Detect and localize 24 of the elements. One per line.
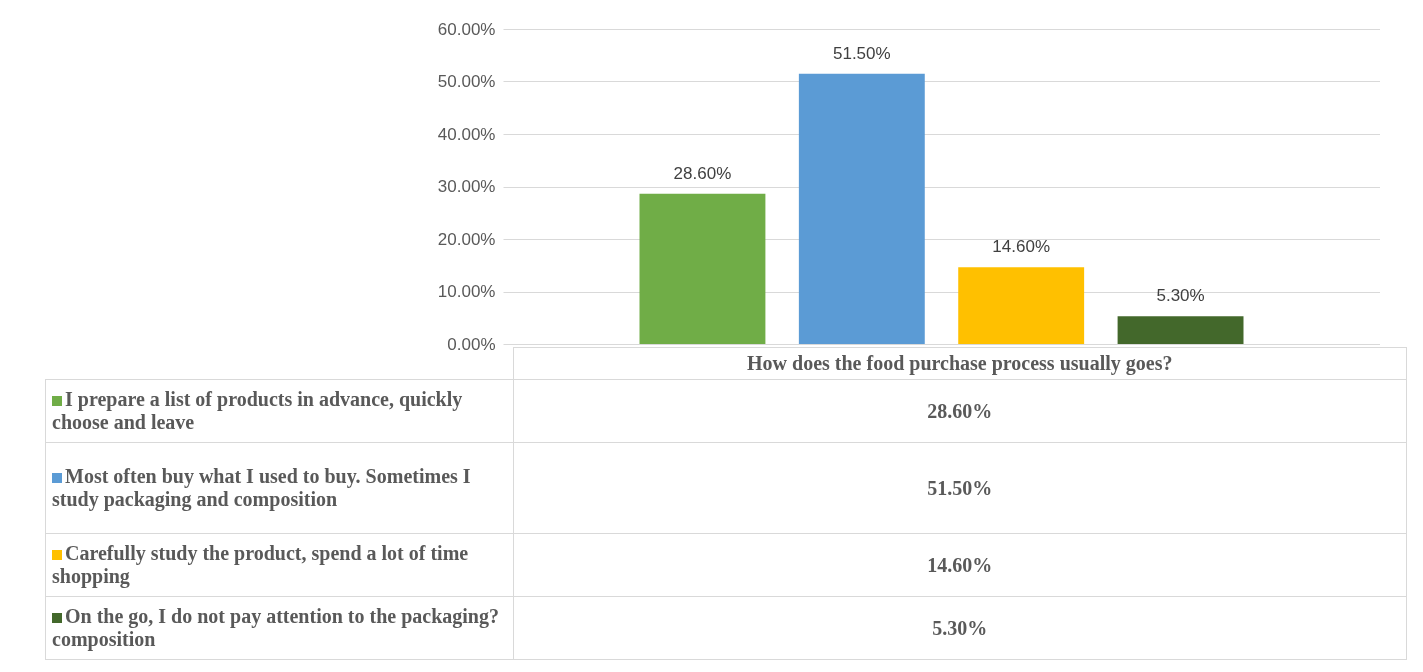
legend-label: Most often buy what I used to buy. Sometimes I study packaging and composition xyxy=(45,442,513,534)
bar xyxy=(958,267,1085,344)
legend-label: I prepare a list of products in advance, quickly choose and leave xyxy=(45,379,513,443)
y-tick-label: 20.00% xyxy=(437,229,496,249)
bar xyxy=(798,73,925,344)
text: 5.30% xyxy=(932,616,988,639)
y-tick-label: 10.00% xyxy=(437,282,496,301)
text: 51.50% xyxy=(927,476,993,499)
x-tick-label: How does the food purchase process usually goes? xyxy=(513,347,1407,380)
text: 28.60% xyxy=(927,399,993,422)
y-tick-label: 40.00% xyxy=(437,124,496,144)
y-tick-label: 50.00% xyxy=(437,72,496,91)
data-label: 51.50% xyxy=(832,43,891,63)
y-tick-label: 0.00% xyxy=(447,334,496,354)
bar xyxy=(639,193,766,344)
y-tick-label: 60.00% xyxy=(437,19,496,39)
text: 14.60% xyxy=(927,553,993,576)
legend-label: Carefully study the product, spend a lot of time shopping xyxy=(45,533,513,597)
data-label: 5.30% xyxy=(1156,286,1205,306)
bar xyxy=(1117,316,1244,344)
data-label: 14.60% xyxy=(992,237,1051,257)
y-tick-label: 30.00% xyxy=(437,177,496,196)
legend-label: On the go, I do not pay attention to the packaging?composition xyxy=(45,596,513,660)
data-label: 28.60% xyxy=(673,163,732,183)
